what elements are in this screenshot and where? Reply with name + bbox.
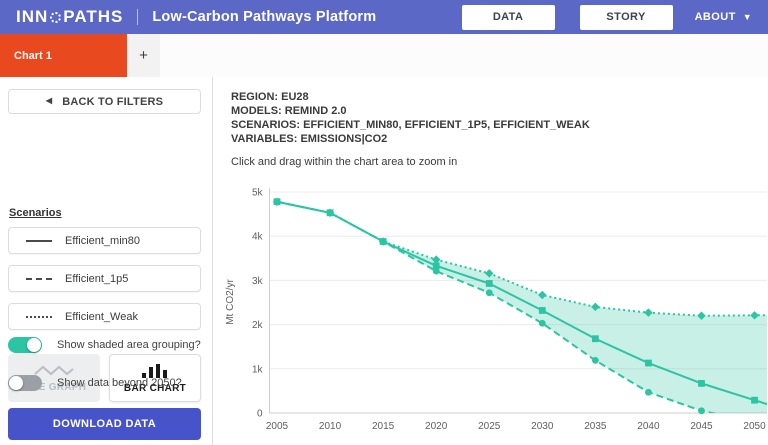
svg-text:2020: 2020 (425, 421, 448, 432)
add-tab-button[interactable]: + (127, 34, 160, 77)
shaded-area-toggle[interactable] (8, 337, 42, 353)
beyond-2050-toggle-label: Show data beyond 2050? (57, 377, 182, 389)
scenario-item-efficient-weak[interactable]: Efficient_Weak (8, 303, 201, 330)
solid-line-icon (26, 239, 52, 242)
data-button[interactable]: DATA (461, 4, 555, 30)
scenario-label: Efficient_1p5 (65, 272, 129, 285)
svg-text:2k: 2k (252, 320, 264, 331)
scenario-item-efficient-1p5[interactable]: Efficient_1p5 (8, 265, 201, 292)
scenario-label: Efficient_Weak (65, 310, 138, 323)
caret-down-icon: ▼ (742, 12, 752, 22)
about-label: ABOUT (694, 11, 736, 23)
meta-variables: VARIABLES: EMISSIONS|CO2 (231, 133, 388, 145)
sidebar: ◀ BACK TO FILTERS Scenarios Efficient_mi… (0, 77, 213, 445)
svg-text:2015: 2015 (372, 421, 395, 432)
dashed-line-icon (26, 277, 52, 280)
logo-dotted-o-icon (50, 11, 62, 23)
svg-text:Mt CO2/yr: Mt CO2/yr (225, 279, 236, 325)
about-menu[interactable]: ABOUT ▼ (695, 11, 752, 23)
svg-text:4k: 4k (252, 232, 264, 243)
app-header: INN PATHS Low-Carbon Pathways Platform D… (0, 0, 768, 34)
chart-type-switch: LINE GRAPH BAR CHART (8, 354, 201, 402)
innopaths-logo: INN PATHS (16, 7, 123, 27)
tab-bar: Chart 1 + (0, 34, 768, 77)
left-triangle-icon: ◀ (45, 96, 53, 105)
logo-text-post: PATHS (63, 7, 124, 26)
page-title: Low-Carbon Pathways Platform (152, 9, 377, 25)
toggle-knob (27, 338, 41, 352)
scenarios-heading: Scenarios (9, 207, 62, 219)
svg-text:2010: 2010 (319, 421, 342, 432)
svg-text:2005: 2005 (266, 421, 289, 432)
svg-text:5k: 5k (252, 188, 264, 199)
plus-icon: + (139, 47, 148, 64)
toggle-knob (9, 376, 23, 390)
shaded-area-toggle-row: Show shaded area grouping? (8, 337, 201, 353)
svg-text:2045: 2045 (690, 421, 713, 432)
emissions-line-chart[interactable]: 0 1k 2k 3k 4k 5k 2005 2010 2015 2020 2025 2030 2035 2… (213, 180, 767, 442)
beyond-2050-toggle[interactable] (8, 375, 42, 391)
svg-text:2050: 2050 (743, 421, 766, 432)
tab-chart-1[interactable]: Chart 1 (0, 34, 127, 77)
line-graph-label: LINE GRAPH (21, 382, 87, 393)
svg-text:3k: 3k (252, 276, 264, 287)
shaded-area-toggle-label: Show shaded area grouping? (57, 339, 201, 351)
svg-text:2035: 2035 (584, 421, 607, 432)
svg-text:2030: 2030 (531, 421, 554, 432)
zoom-hint-text: Click and drag within the chart area to … (231, 156, 458, 168)
selection-summary: REGION: EU28 MODELS: REMIND 2.0 SCENARIO… (231, 90, 590, 146)
meta-region: REGION: EU28 (231, 91, 309, 103)
meta-models: MODELS: REMIND 2.0 (231, 105, 347, 117)
back-to-filters-button[interactable]: ◀ BACK TO FILTERS (8, 89, 201, 114)
svg-text:2025: 2025 (478, 421, 501, 432)
bar-chart-icon (142, 363, 167, 378)
main-content: REGION: EU28 MODELS: REMIND 2.0 SCENARIO… (213, 77, 768, 445)
dotted-line-icon (26, 315, 52, 318)
bar-chart-label: BAR CHART (123, 382, 187, 394)
chart-plot-area[interactable]: 0 1k 2k 3k 4k 5k 2005 2010 2015 2020 2025 2030 2035 2… (213, 180, 767, 445)
back-to-filters-label: BACK TO FILTERS (62, 95, 164, 108)
svg-text:1k: 1k (252, 364, 264, 375)
story-button[interactable]: STORY (579, 4, 673, 30)
svg-text:2040: 2040 (637, 421, 660, 432)
download-data-button[interactable]: DOWNLOAD DATA (8, 408, 201, 440)
zigzag-line-icon (34, 365, 74, 376)
scenario-item-efficient-min80[interactable]: Efficient_min80 (8, 227, 201, 254)
beyond-2050-toggle-row: Show data beyond 2050? (8, 375, 182, 391)
meta-scenarios: SCENARIOS: EFFICIENT_MIN80, EFFICIENT_1P… (231, 119, 590, 131)
scenario-label: Efficient_min80 (65, 234, 141, 247)
header-divider (137, 9, 139, 25)
bar-chart-button[interactable]: BAR CHART (109, 354, 201, 402)
svg-text:0: 0 (257, 409, 263, 420)
logo-text-pre: INN (16, 7, 49, 26)
